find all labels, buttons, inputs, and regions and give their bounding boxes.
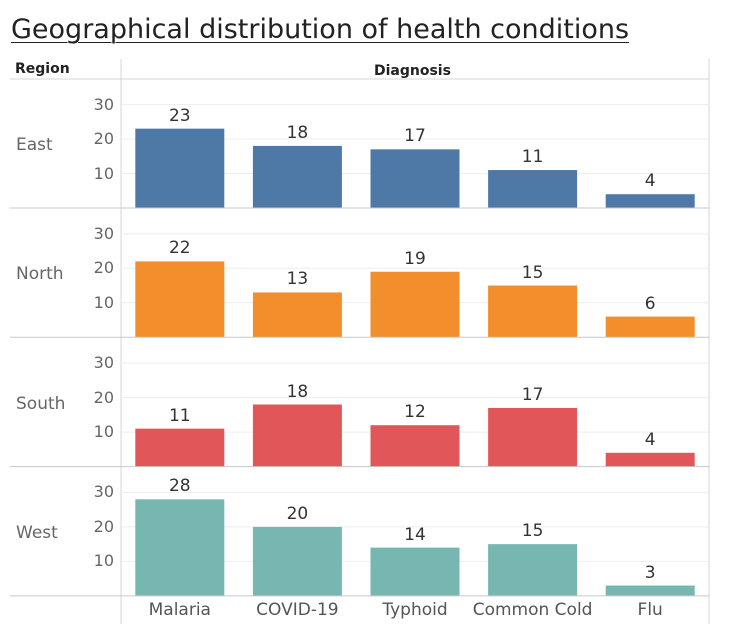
y-tick-label: 10 [93,163,114,183]
bar-north-4 [605,316,695,338]
bar-east-1 [252,145,342,208]
data-label: 23 [168,105,191,126]
data-label: 19 [404,248,426,269]
data-label: 4 [644,171,656,192]
data-label: 17 [521,384,544,405]
row-label-south: South [16,393,66,414]
data-label: 6 [644,293,656,314]
row-label-north: North [16,264,64,285]
y-tick-label: 20 [93,516,114,536]
y-tick-label: 20 [93,258,114,278]
bar-south-2 [370,425,460,467]
bar-north-1 [252,292,342,338]
data-label: 15 [521,521,544,542]
bar-north-0 [135,261,225,338]
bar-north-2 [370,271,460,338]
x-tick-label: Typhoid [382,600,448,620]
x-tick-label: COVID-19 [256,600,339,620]
x-tick-label: Malaria [148,600,211,620]
data-label: 15 [521,262,544,283]
row-label-east: East [16,135,53,155]
data-label: 22 [168,238,191,259]
bar-east-3 [488,170,578,208]
chart-title: Geographical distribution of health cond… [11,14,630,45]
y-tick-label: 10 [93,292,114,312]
y-tick-label: 20 [93,387,114,407]
data-label: 18 [286,381,309,402]
bar-south-4 [605,452,695,467]
data-label: 18 [286,122,309,143]
data-label: 12 [404,402,426,423]
bar-west-1 [252,526,342,596]
y-tick-label: 30 [93,94,114,114]
bar-west-0 [135,499,225,596]
data-label: 17 [404,126,426,147]
data-label: 11 [168,405,191,426]
data-label: 28 [168,476,191,497]
bar-east-0 [135,128,225,208]
x-tick-label: Common Cold [472,600,593,620]
y-tick-label: 30 [93,482,114,502]
bar-north-3 [488,285,578,338]
bar-west-3 [488,544,578,596]
bar-west-2 [370,547,460,596]
bar-east-2 [370,149,460,208]
data-label: 14 [404,524,426,545]
bar-west-4 [605,585,695,596]
bar-south-0 [135,428,225,467]
x-tick-label: Flu [637,600,663,620]
data-label: 13 [286,269,309,290]
row-header: Region [15,61,70,77]
bar-south-3 [488,407,578,467]
y-tick-label: 10 [93,422,114,442]
y-tick-label: 30 [93,223,114,243]
row-label-west: West [16,522,58,543]
data-label: 20 [286,503,309,524]
bar-south-1 [252,404,342,467]
data-label: 3 [644,562,656,583]
column-header: Diagnosis [374,63,451,79]
bar-east-4 [605,194,695,208]
y-tick-label: 30 [93,353,114,373]
y-tick-label: 20 [93,129,114,148]
data-label: 4 [644,429,656,450]
data-label: 11 [521,147,544,168]
y-tick-label: 10 [93,551,114,571]
